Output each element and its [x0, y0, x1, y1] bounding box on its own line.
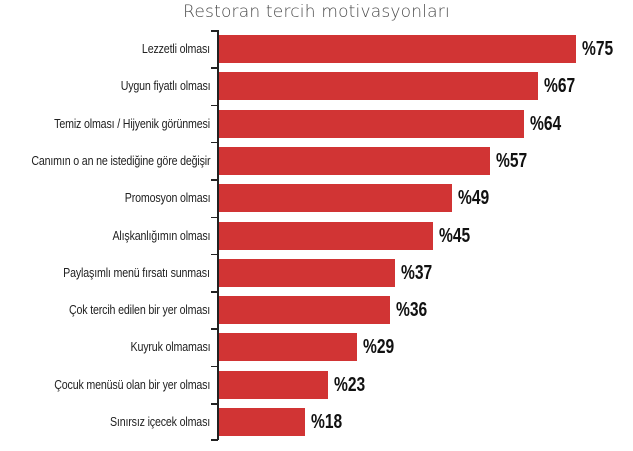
axis-tick [211, 403, 218, 405]
category-label: Canımın o an ne istediğine göre değişir [30, 152, 210, 168]
bar [219, 146, 491, 175]
bar-row: Lezzetli olması %75 [0, 30, 633, 67]
axis-tick [211, 67, 218, 69]
axis-tick [211, 439, 218, 441]
value-label: %36 [396, 299, 428, 322]
bar-row: Promosyon olması %49 [0, 179, 633, 216]
value-label: %29 [363, 336, 395, 359]
bar-row: Çocuk menüsü olan bir yer olması %23 [0, 365, 633, 403]
category-label: Çok tercih edilen bir yer olması [68, 302, 210, 318]
value-label: %45 [439, 224, 471, 247]
value-label: %64 [529, 112, 561, 135]
axis-tick [211, 291, 218, 293]
category-label: Temiz olması / Hijyenik görünmesi [54, 115, 210, 131]
bar-row: Paylaşımlı menü fırsatı sunması %37 [0, 253, 633, 291]
bar-row: Alışkanlığımın olması %45 [0, 216, 633, 254]
category-label: Lezzetli olması [141, 41, 210, 56]
bar-row: Temiz olması / Hijyenik görünmesi %64 [0, 104, 633, 142]
bar-row: Uygun fiyatlı olması %67 [0, 67, 633, 104]
bar [219, 221, 434, 250]
category-label: Paylaşımlı menü fırsatı sunması [63, 264, 210, 280]
bar [219, 370, 329, 399]
category-label: Alışkanlığımın olması [112, 227, 210, 243]
category-label: Sınırsız içecek olması [109, 414, 210, 429]
category-label: Uygun fiyatlı olması [120, 78, 210, 94]
bar [219, 109, 524, 138]
value-label: %57 [496, 149, 528, 172]
bar-row: Sınırsız içecek olması %18 [0, 403, 633, 440]
y-axis-line [217, 30, 219, 440]
axis-tick [211, 365, 218, 368]
category-label: Kuyruk olmaması [130, 339, 210, 355]
bar-row: Canımın o an ne istediğine göre değişir%… [0, 141, 633, 179]
axis-tick [211, 104, 218, 107]
bar-row: Çok tercih edilen bir yer olması %36 [0, 291, 633, 328]
value-label: %23 [334, 373, 366, 396]
bar [219, 408, 305, 436]
value-label: %37 [401, 261, 433, 284]
axis-tick [211, 216, 218, 218]
bar [219, 296, 391, 325]
axis-tick [211, 179, 218, 181]
value-label: %18 [310, 411, 342, 433]
axis-tick [211, 30, 218, 32]
bar-row: Kuyruk olmaması %29 [0, 328, 633, 365]
value-label: %67 [543, 75, 576, 98]
bar [219, 184, 453, 213]
bar [219, 333, 358, 362]
category-label: Promosyon olması [124, 190, 210, 206]
chart-title: Restoran tercih motivasyonları [183, 2, 450, 22]
value-label: %49 [458, 187, 490, 210]
category-label: Çocuk menüsü olan bir yer olması [54, 376, 210, 392]
bar [219, 35, 576, 63]
axis-tick [211, 141, 218, 144]
axis-tick [211, 328, 218, 330]
axis-tick [211, 253, 218, 256]
value-label: %75 [582, 38, 614, 60]
bar [219, 258, 396, 287]
bar [219, 72, 538, 101]
